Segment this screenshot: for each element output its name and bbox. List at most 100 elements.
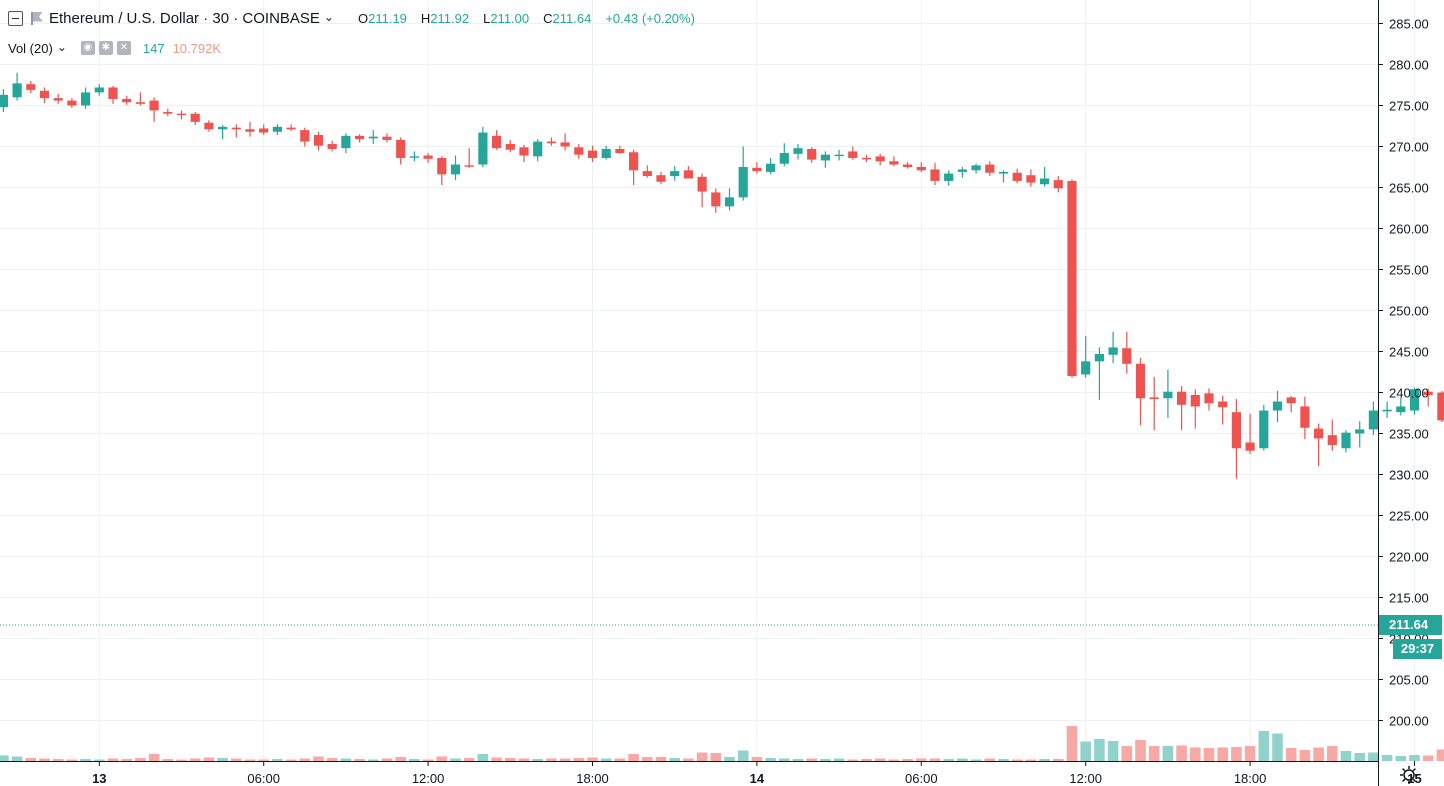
candle-body	[574, 147, 584, 155]
volume-value: 147	[142, 40, 165, 56]
volume-bar	[806, 758, 817, 761]
volume-bar	[1436, 749, 1444, 761]
candle-body	[1327, 435, 1337, 445]
volume-bar	[272, 759, 283, 761]
candle-body	[1314, 428, 1324, 439]
chevron-down-icon[interactable]: ⌄	[56, 40, 67, 54]
candle-body	[1272, 401, 1283, 411]
y-tick-label: 215.00	[1389, 591, 1429, 606]
candle-body	[519, 147, 529, 156]
collapse-icon[interactable]	[8, 10, 23, 26]
chevron-down-icon[interactable]: ⌄	[323, 10, 334, 24]
candle-body	[450, 164, 461, 175]
volume-bar	[1053, 759, 1064, 761]
candle-body	[0, 94, 8, 108]
volume-bars	[0, 726, 1444, 761]
volume-bar	[1217, 747, 1228, 761]
symbol-flag-icon[interactable]	[31, 11, 43, 25]
volume-bar	[573, 758, 585, 761]
y-tick-label: 265.00	[1389, 181, 1429, 196]
x-tick-label: 14	[750, 771, 765, 786]
volume-bar	[1340, 751, 1352, 761]
volume-bar	[395, 757, 406, 761]
y-tick-label: 275.00	[1389, 99, 1429, 114]
close-icon[interactable]: ✕	[116, 41, 131, 55]
candle-body	[1355, 429, 1365, 434]
volume-bar	[409, 759, 420, 761]
high-label: H	[420, 10, 431, 26]
volume-bar	[244, 759, 256, 761]
gear-icon[interactable]	[1398, 764, 1420, 786]
candle-body	[1163, 391, 1173, 399]
candle-body	[1259, 410, 1269, 449]
volume-bar	[902, 759, 913, 761]
volume-label[interactable]: Vol (20)	[8, 40, 53, 56]
volume-bar	[1011, 759, 1023, 761]
y-tick-label: 280.00	[1389, 58, 1429, 73]
volume-bar	[655, 757, 667, 761]
volume-ma-value: 10.792K	[172, 40, 222, 56]
volume-bar	[929, 758, 941, 761]
volume-bar	[162, 759, 174, 761]
candle-body	[382, 136, 392, 140]
candle-body	[1122, 348, 1132, 364]
candlestick-series	[0, 72, 1444, 479]
volume-bar	[751, 757, 763, 761]
candle-body	[259, 128, 269, 133]
candle-body	[409, 156, 419, 158]
candle-body	[930, 169, 940, 181]
candle-body	[560, 142, 570, 147]
volume-bar	[614, 758, 626, 761]
candle-body	[1286, 397, 1296, 404]
volume-bar	[998, 759, 1009, 761]
y-tick-label: 245.00	[1389, 345, 1429, 360]
candle-body	[1177, 391, 1187, 405]
volume-legend: Vol (20) ⌄ ◉ ✱ ✕ 147 10.792K	[8, 38, 221, 58]
volume-bar	[1258, 731, 1270, 761]
volume-bar	[1066, 726, 1078, 761]
change-value: +0.43 (+0.20%)	[605, 10, 695, 26]
volume-bar	[587, 757, 598, 761]
volume-bar	[1395, 756, 1407, 761]
time-axis[interactable]: 1306:0012:0018:001406:0012:0018:001506:0…	[92, 761, 1444, 786]
candle-body	[272, 126, 282, 132]
volume-bar	[258, 759, 269, 761]
y-tick-label: 255.00	[1389, 263, 1429, 278]
volume-bar	[847, 759, 859, 761]
candle-body	[1081, 361, 1091, 375]
candle-body	[135, 102, 145, 104]
volume-bar	[231, 758, 242, 761]
volume-bar	[326, 758, 338, 761]
candle-body	[67, 100, 77, 106]
candle-body	[1012, 172, 1022, 181]
x-tick-label: 13	[92, 771, 106, 786]
candle-body	[889, 161, 899, 165]
volume-bar	[792, 759, 804, 761]
volume-bar	[1422, 755, 1434, 761]
x-tick-label: 12:00	[412, 771, 445, 786]
candle-body	[368, 136, 378, 139]
x-tick-label: 18:00	[576, 771, 609, 786]
candle-body	[971, 165, 981, 171]
candle-body	[39, 90, 50, 99]
volume-bar	[1203, 748, 1215, 761]
x-tick-label: 15	[1407, 771, 1421, 786]
volume-bar	[0, 755, 9, 761]
volume-bar	[1162, 746, 1174, 761]
symbol-title[interactable]: Ethereum / U.S. Dollar · 30 · COINBASE	[49, 9, 320, 27]
eye-icon[interactable]: ◉	[80, 41, 95, 55]
candle-body	[122, 98, 132, 103]
candle-body	[1300, 406, 1310, 428]
y-tick-label: 220.00	[1389, 550, 1429, 565]
candle-body	[1409, 389, 1420, 411]
candle-body	[1204, 393, 1214, 404]
candle-body	[1218, 401, 1228, 408]
volume-bar	[436, 756, 448, 761]
candle-body	[108, 87, 118, 99]
volume-bar	[80, 759, 91, 761]
volume-bar	[1025, 759, 1037, 761]
settings-icon[interactable]: ✱	[98, 41, 113, 55]
volume-bar	[505, 758, 516, 761]
candle-body	[697, 176, 707, 192]
